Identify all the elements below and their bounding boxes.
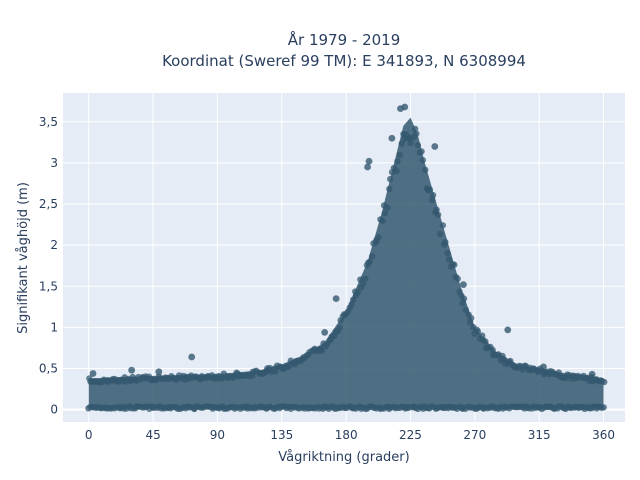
data-point (336, 324, 344, 331)
x-tick-label: 135 (270, 428, 293, 442)
x-tick-label: 180 (335, 428, 358, 442)
data-point (264, 365, 271, 372)
y-tick-label: 0,5 (39, 362, 58, 376)
x-tick-label: 270 (463, 428, 486, 442)
data-point (482, 338, 489, 345)
data-point (540, 363, 547, 371)
data-point (318, 347, 326, 355)
data-point (454, 275, 461, 282)
data-point (600, 404, 607, 411)
data-point (332, 295, 340, 303)
data-point (462, 306, 470, 314)
y-tick-label: 2 (50, 238, 58, 252)
data-point (429, 191, 437, 199)
y-tick-label: 0 (50, 403, 58, 417)
data-point (422, 166, 429, 174)
data-point (362, 275, 369, 282)
data-point (414, 142, 422, 149)
data-point (384, 204, 391, 211)
data-point (474, 328, 482, 335)
x-tick-label: 0 (85, 428, 93, 442)
data-point (379, 217, 386, 224)
data-point (393, 167, 400, 175)
chart-title-line1: År 1979 - 2019 (288, 30, 401, 49)
data-point (418, 148, 425, 155)
data-point (444, 249, 451, 257)
data-point (451, 261, 458, 268)
data-point (381, 209, 389, 217)
x-tick-label: 225 (399, 428, 422, 442)
x-tick-label: 315 (528, 428, 551, 442)
data-point (386, 185, 393, 193)
data-point (349, 296, 357, 303)
data-point (155, 368, 163, 376)
data-point (360, 281, 367, 288)
data-point (419, 156, 427, 164)
data-point (439, 222, 447, 229)
data-point (357, 276, 364, 283)
data-point (434, 211, 442, 219)
data-point (321, 328, 329, 336)
y-axis-title: Signifikant våghöjd (m) (16, 182, 31, 334)
data-point (468, 314, 475, 322)
data-point (188, 353, 196, 361)
y-tick-label: 3 (50, 156, 58, 170)
data-point (398, 140, 405, 147)
data-point (413, 130, 420, 137)
data-point (388, 134, 396, 142)
x-tick-label: 45 (145, 428, 160, 442)
data-point (386, 175, 394, 183)
data-point (375, 234, 382, 241)
data-point (442, 238, 449, 246)
data-point (366, 258, 373, 266)
data-point (89, 370, 97, 377)
data-point (396, 151, 404, 159)
data-point (407, 139, 414, 147)
data-point (401, 103, 409, 111)
chart-title-line2: Koordinat (Sweref 99 TM): E 341893, N 63… (162, 52, 526, 70)
data-point (369, 252, 376, 260)
data-point (433, 206, 440, 214)
data-point (436, 230, 444, 238)
data-point (504, 326, 512, 334)
y-tick-labels: 0 0,5 1 1,5 2 2,5 3 3,5 (39, 115, 58, 417)
x-tick-labels: 0 45 90 135 180 225 270 315 360 (85, 428, 615, 442)
data-point (588, 370, 596, 378)
data-point (354, 289, 362, 296)
data-point (460, 281, 467, 289)
data-point (394, 158, 401, 165)
data-point (601, 378, 608, 386)
data-point (364, 163, 371, 171)
x-tick-label: 360 (592, 428, 615, 442)
data-points (85, 103, 608, 413)
data-point (460, 295, 468, 302)
y-tick-label: 2,5 (39, 197, 58, 211)
x-axis-title: Vågriktning (grader) (278, 450, 409, 465)
data-point (272, 368, 279, 375)
y-tick-label: 1 (50, 320, 58, 334)
data-point (445, 256, 453, 263)
y-tick-label: 3,5 (39, 115, 58, 129)
y-tick-label: 1,5 (39, 279, 58, 293)
data-point (365, 157, 373, 165)
data-point (128, 366, 136, 374)
data-point (431, 143, 439, 150)
x-tick-label: 90 (210, 428, 225, 442)
data-point (426, 186, 433, 193)
